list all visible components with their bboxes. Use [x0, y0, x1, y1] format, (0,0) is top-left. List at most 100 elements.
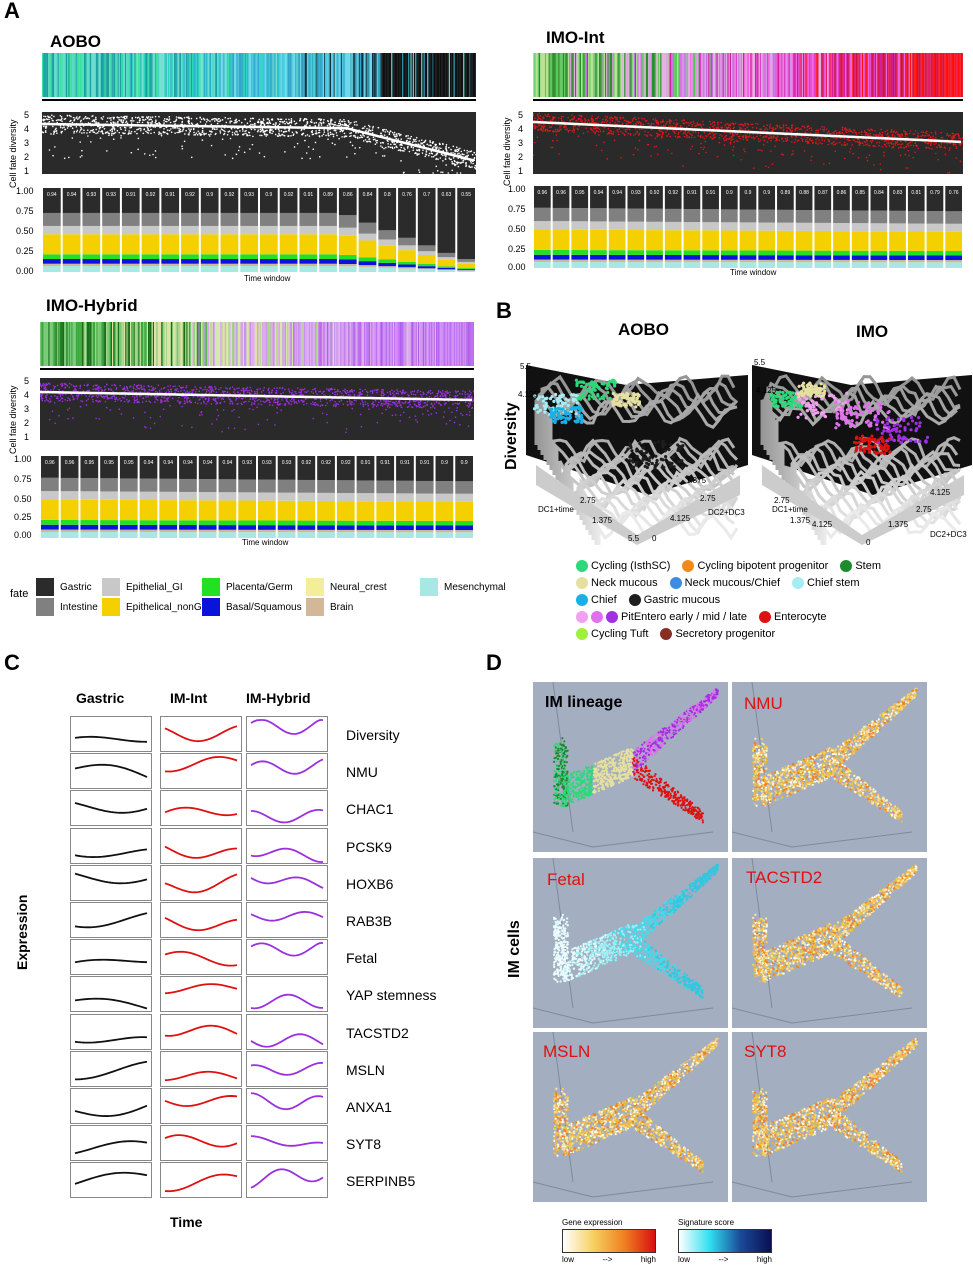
scatter-point	[817, 143, 819, 145]
scatter-point	[230, 120, 233, 123]
barcode-stripe	[803, 53, 805, 97]
scatter-point	[234, 133, 237, 136]
scatter-point	[424, 155, 427, 158]
scatter-point	[840, 144, 843, 146]
scatter-point	[750, 136, 753, 139]
barcode-stripe	[215, 322, 217, 366]
bar-segment	[945, 250, 962, 256]
barcode-stripe	[887, 53, 889, 97]
scatter-point	[165, 397, 167, 400]
scatter-point	[461, 161, 463, 164]
scatter-point	[448, 146, 450, 149]
barcode-stripe	[692, 53, 694, 97]
scatter-point	[538, 124, 541, 127]
barcode-stripe	[657, 53, 660, 97]
barcode-stripe	[822, 53, 824, 97]
barcode-stripe	[148, 53, 151, 97]
bar-segment	[260, 225, 278, 235]
scatter-point	[392, 395, 394, 398]
barcode-stripe	[553, 53, 555, 97]
barcode-stripe	[578, 53, 580, 97]
barcode-stripe	[91, 322, 93, 366]
scatter-point	[686, 134, 689, 137]
scatter-point	[331, 142, 334, 144]
scatter-point	[163, 122, 165, 124]
barcode-stripe	[174, 53, 176, 97]
scatter-point	[670, 120, 673, 122]
scatter-point	[389, 392, 392, 394]
barcode-stripe	[761, 53, 763, 97]
barcode-stripe	[209, 322, 211, 366]
barcode-stripe	[48, 53, 50, 97]
scatter-point	[816, 137, 819, 139]
barcode-stripe	[349, 322, 351, 366]
scatter-point	[592, 128, 595, 130]
scatter-point	[713, 120, 715, 123]
scatter-point	[781, 153, 783, 156]
bar-segment	[62, 254, 81, 260]
scatter-point	[319, 118, 321, 120]
scatter-point	[771, 127, 773, 130]
barcode-stripe	[336, 322, 338, 366]
scatter-point	[847, 137, 849, 140]
barcode-stripe	[468, 53, 470, 97]
scatter-point	[552, 130, 555, 132]
barcode-stripe	[811, 53, 813, 97]
barcode-stripe	[371, 322, 373, 366]
scatter-point	[679, 136, 681, 138]
scatter-point	[339, 390, 341, 393]
scatter-point	[95, 118, 97, 121]
window-label: 0.87	[818, 190, 828, 196]
scatter-point	[658, 129, 661, 132]
scatter-point	[467, 154, 469, 157]
scatter-point	[273, 401, 275, 403]
scatter-point	[95, 132, 97, 135]
barcode-stripe	[468, 322, 470, 366]
scatter-point	[433, 396, 436, 399]
barcode-stripe	[620, 53, 622, 97]
scatter-point	[199, 116, 201, 119]
scatter-point	[269, 129, 271, 131]
scatter-point	[764, 128, 766, 131]
scatter-point	[669, 122, 671, 125]
scatter-point	[823, 162, 825, 165]
scatter-point	[371, 127, 374, 129]
scatter-point	[941, 136, 944, 139]
barcode-stripe	[317, 322, 319, 366]
barcode-stripe	[137, 322, 139, 366]
barcode-stripe	[755, 53, 757, 97]
scatter-point	[293, 120, 296, 123]
barcode-stripe	[169, 322, 171, 366]
scatter-point	[344, 120, 346, 123]
bar-segment	[457, 268, 475, 270]
bar-segment	[571, 262, 589, 268]
bar-segment-gastric	[299, 188, 318, 213]
barcode-stripe	[202, 322, 204, 366]
barcode-stripe	[44, 322, 47, 366]
barcode-stripe	[417, 53, 419, 97]
scatter-point	[794, 129, 797, 132]
bar-segment	[338, 235, 357, 255]
barcode-stripe	[899, 53, 901, 97]
scatter-point	[209, 133, 212, 135]
barcode-stripe	[728, 53, 730, 97]
scatter-point	[739, 137, 742, 140]
scatter-point	[815, 141, 817, 144]
scatter-point	[318, 390, 320, 393]
barcode-stripe	[459, 53, 461, 97]
scatter-point	[261, 134, 263, 137]
scatter-point	[886, 142, 888, 145]
barcode-stripe	[132, 53, 134, 97]
scatter-point	[810, 129, 813, 132]
barcode-stripe	[186, 322, 188, 366]
barcode-stripe	[192, 53, 194, 97]
scatter-point	[676, 122, 678, 124]
scatter-point	[120, 119, 123, 121]
scatter-point	[248, 400, 250, 403]
bar-segment	[279, 266, 298, 272]
barcode-stripe	[72, 322, 74, 366]
scatter-point	[441, 171, 444, 174]
barcode-stripe	[258, 53, 260, 97]
scatter-point	[747, 128, 750, 131]
scatter-point	[787, 127, 790, 129]
